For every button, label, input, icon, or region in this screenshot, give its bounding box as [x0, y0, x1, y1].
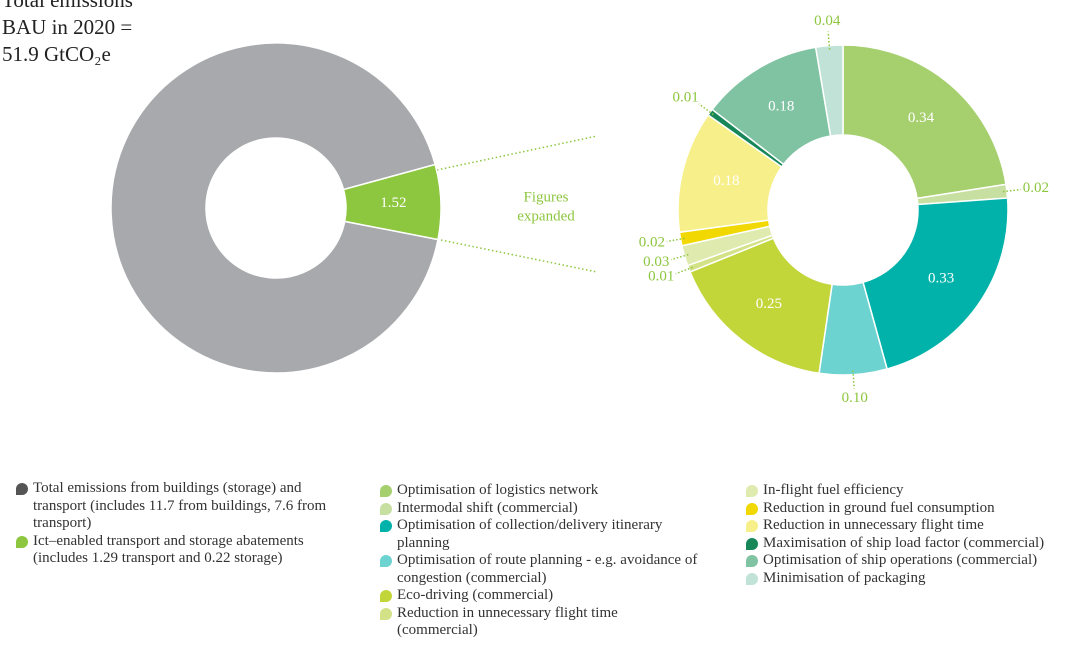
legend-item: Reduction in ground fuel consumption: [746, 500, 1066, 518]
legend-swatch: [380, 520, 392, 532]
legend-item: Maximisation of ship load factor (commer…: [746, 535, 1066, 553]
legend-swatch: [380, 590, 392, 602]
legend-swatch: [380, 485, 392, 497]
leader-line: [670, 253, 689, 261]
annotation: expanded: [517, 208, 575, 224]
legend-label: Eco-driving (commercial): [397, 587, 554, 603]
value-label: 0.10: [842, 390, 868, 406]
leader-line: [666, 237, 685, 243]
donut-segment: [862, 197, 1009, 370]
donut-segment: [110, 42, 439, 374]
legend-swatch: [746, 555, 758, 567]
value-label: 0.03: [643, 254, 669, 270]
legend-swatch: [746, 485, 758, 497]
legend-swatch: [380, 502, 392, 515]
chart-title: Total emissions: [2, 0, 133, 12]
legend-label: Optimisation of collection/delivery itin…: [397, 517, 663, 551]
legend: Total emissions from buildings (storage)…: [16, 480, 346, 568]
legend-item: Optimisation of route planning - e.g. av…: [380, 552, 700, 587]
connector-line: [440, 239, 598, 273]
value-label: 0.04: [814, 13, 841, 29]
leader-line: [827, 31, 831, 50]
leader-line: [675, 266, 693, 275]
legend-item: Total emissions from buildings (storage)…: [16, 480, 346, 533]
legend-item: Reduction in unnecessary flight time (co…: [380, 605, 700, 640]
legend-swatch: [16, 535, 28, 548]
chart-title: 51.9 GtCO₂e: [2, 42, 111, 66]
legend-item: Eco-driving (commercial): [380, 587, 700, 605]
legend-item: Ict–enabled transport and storage abatem…: [16, 533, 346, 568]
legend-item: Minimisation of packaging: [746, 570, 1066, 588]
legend-label: Minimisation of packaging: [763, 569, 926, 586]
legend: Optimisation of logistics network Intermo…: [380, 482, 700, 640]
value-label: 0.01: [673, 89, 699, 105]
legend-item: Optimisation of collection/delivery itin…: [380, 517, 700, 552]
legend: In-flight fuel efficiency Reduction in gr…: [746, 482, 1066, 587]
legend-item: Reduction in unnecessary flight time: [746, 517, 1066, 535]
value-label: 0.18: [768, 99, 794, 115]
legend-label: Reduction in ground fuel consumption: [763, 499, 995, 516]
value-label: 0.01: [648, 269, 674, 285]
donut-segment: [814, 44, 844, 137]
legend-swatch: [746, 537, 758, 550]
legend-item: Optimisation of logistics network: [380, 482, 700, 500]
value-label: 0.25: [756, 296, 782, 312]
chart: 1.520.340.020.330.100.250.010.030.020.18…: [2, 0, 1049, 406]
value-label: 0.33: [928, 271, 954, 287]
legend-label: In-flight fuel efficiency: [763, 482, 904, 498]
value-label: 0.18: [713, 173, 739, 189]
legend-swatch: [746, 502, 758, 515]
legend-item: Intermodal shift (commercial): [380, 500, 700, 518]
leader-line: [698, 103, 714, 116]
value-label: 0.34: [908, 110, 935, 126]
legend-label: Optimisation of ship operations (commerc…: [763, 552, 1038, 568]
legend-label: Intermodal shift (commercial): [397, 499, 578, 516]
leader-line: [852, 370, 855, 389]
annotation: Figures: [524, 189, 569, 205]
legend-label: Optimisation of route planning - e.g. av…: [397, 552, 698, 586]
value-label: 1.52: [380, 195, 406, 211]
legend-swatch: [746, 572, 758, 585]
legend-label: Total emissions from buildings (storage)…: [33, 480, 327, 531]
legend-label: Reduction in unnecessary flight time (co…: [397, 604, 618, 639]
legend-label: Maximisation of ship load factor (commer…: [763, 534, 1045, 551]
legend-swatch: [380, 607, 392, 620]
legend-item: In-flight fuel efficiency: [746, 482, 1066, 500]
legend-label: Ict–enabled transport and storage abatem…: [33, 532, 304, 567]
legend-label: Reduction in unnecessary flight time: [763, 517, 984, 533]
legend-swatch: [16, 483, 28, 495]
value-label: 0.02: [639, 235, 665, 251]
chart-title: BAU in 2020 =: [2, 15, 132, 39]
leader-line: [1002, 188, 1021, 193]
donut-segment: [689, 237, 833, 375]
donut-segment: [842, 44, 1007, 200]
donut-segment: [342, 163, 442, 241]
legend-swatch: [746, 520, 758, 532]
legend-label: Optimisation of logistics network: [397, 482, 599, 498]
legend-item: Optimisation of ship operations (commerc…: [746, 552, 1066, 570]
value-label: 0.02: [1023, 180, 1049, 196]
connector-line: [436, 135, 598, 171]
legend-swatch: [380, 555, 392, 567]
